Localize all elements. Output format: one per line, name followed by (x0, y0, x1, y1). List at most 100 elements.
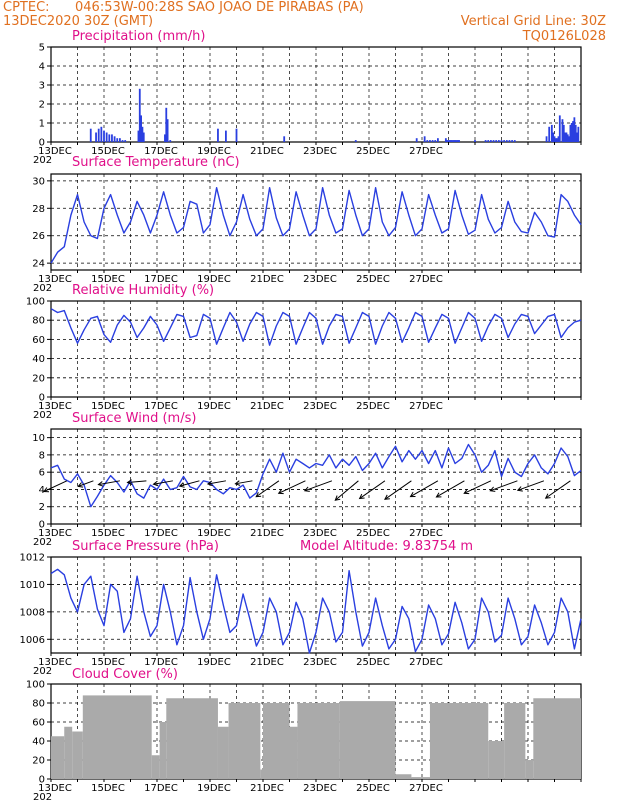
precip-xtick-label: 19DEC (197, 146, 231, 157)
wind-arrow-head (97, 481, 104, 487)
pres-xtick-label: 13DEC (38, 657, 72, 668)
precip-bar (545, 136, 548, 142)
precip-bar (437, 138, 439, 142)
cloud-bar (166, 698, 218, 779)
cloud-bar (533, 698, 581, 779)
cloud-bar (429, 703, 489, 779)
precip-bar (89, 128, 92, 142)
rh-xtick-label: 27DEC (409, 401, 443, 412)
precip-bar (113, 136, 116, 142)
header-code: TQ0126L028 (522, 29, 606, 44)
precip-bar (505, 140, 508, 142)
precip-bar (142, 132, 145, 142)
header-location: 046:53W-00:28S SAO JOAO DE PIRABAS (PA) (75, 0, 364, 15)
precip-bar (566, 134, 569, 142)
rh-xtick-label: 23DEC (303, 401, 337, 412)
precip-bar (100, 126, 103, 142)
wind-arrow-head (234, 480, 241, 486)
precip-bar (426, 140, 429, 142)
precip-bar (487, 140, 490, 142)
precip-bar (572, 121, 574, 142)
precip-bar (108, 134, 111, 142)
precip-ytick-label: 0 (39, 138, 45, 149)
rh-ytick-label: 40 (32, 354, 45, 365)
temp-ytick-label: 24 (32, 259, 45, 270)
precip-bar (450, 140, 453, 142)
precip-bar (415, 138, 418, 142)
wind-ytick-label: 2 (39, 502, 45, 513)
pres-panel: 1006 1008 1010 1012 13DEC 15DEC 17DEC 19DEC 21DE… (20, 553, 582, 677)
wind-arrow-head (435, 492, 442, 498)
wind-arrow-head (463, 489, 470, 495)
wind-arrow-head (544, 493, 551, 499)
temp-xtick-label: 15DEC (91, 274, 125, 285)
pres-xtick-label: 15DEC (91, 657, 125, 668)
wind-arrow-head (126, 479, 133, 485)
wind-xtick-label: 27DEC (409, 528, 443, 539)
precip-bar (511, 140, 513, 142)
precip-bar (548, 126, 551, 142)
wind-xtick-label: 13DEC (38, 528, 72, 539)
precip-bar (495, 140, 498, 142)
precip-bar (431, 140, 434, 142)
cloud-bar (228, 703, 261, 779)
cloud-bar (151, 755, 160, 779)
precip-bar (456, 140, 459, 142)
precip-bar (569, 124, 572, 142)
precip-bar (577, 126, 580, 142)
precip-bar (455, 140, 458, 142)
rh-xtick-label: 19DEC (197, 401, 231, 412)
wind-arrow-shaft (235, 480, 253, 485)
wind-arrow-head (303, 486, 310, 492)
wind-arrow-shaft (359, 480, 386, 499)
precip-bar (446, 140, 449, 142)
cloud-bar (82, 695, 152, 779)
precip-xtick-label: 25DEC (356, 146, 390, 157)
precip-bar (217, 128, 219, 142)
precip-bar (225, 130, 227, 142)
precip-bar (552, 132, 555, 142)
cloud-xtick-label: 21DEC (250, 783, 284, 794)
cloud-ytick-label: 40 (32, 737, 45, 748)
cloud-xyear-label: 202 (33, 792, 52, 800)
rh-ytick-label: 0 (39, 393, 45, 404)
temp-xtick-label: 27DEC (409, 274, 443, 285)
cloud-bar (504, 703, 526, 779)
wind-xtick-label: 17DEC (144, 528, 178, 539)
rh-ytick-label: 80 (32, 316, 45, 327)
cloud-bar (297, 703, 340, 779)
wind-arrow-shaft (384, 480, 412, 500)
cloud-bar (289, 726, 298, 779)
precip-title: Precipitation (mm/h) (72, 29, 205, 44)
precip-xtick-label: 15DEC (91, 146, 125, 157)
precip-bar (165, 107, 168, 142)
precip-bar (354, 140, 357, 142)
precip-bar (570, 123, 573, 142)
rh-xyear-label: 202 (33, 410, 52, 421)
cloud-bar (260, 769, 263, 779)
wind-arrow-shaft (410, 480, 439, 498)
precip-xtick-label: 23DEC (303, 146, 337, 157)
precip-bar (513, 140, 516, 142)
rh-xtick-label: 13DEC (38, 401, 72, 412)
precip-bar (451, 140, 454, 142)
cloud-bar (159, 722, 167, 779)
wind-arrow-head (489, 486, 496, 492)
wind-arrow-head (384, 494, 390, 500)
pres-ytick-label: 1006 (20, 635, 45, 646)
precip-xtick-label: 27DEC (409, 146, 443, 157)
precip-bar (500, 140, 503, 142)
wind-arrow-shaft (179, 480, 200, 487)
temp-series-line (50, 186, 582, 264)
pres-model-altitude: Model Altitude: 9.83754 m (300, 539, 473, 554)
precip-bar (97, 128, 100, 142)
cloud-panel: 0 20 40 60 80 100 13DEC 15DEC 17DEC 19DEC 21DEC 23D… (26, 680, 582, 800)
wind-ytick-label: 0 (39, 520, 45, 531)
precip-bar (423, 136, 426, 142)
wind-series-line (50, 443, 582, 508)
pres-ytick-label: 1012 (20, 553, 45, 564)
cloud-ytick-label: 20 (32, 756, 45, 767)
temp-xtick-label: 21DEC (250, 274, 284, 285)
wind-arrow-head (409, 492, 416, 498)
temp-ytick-label: 30 (32, 176, 45, 187)
